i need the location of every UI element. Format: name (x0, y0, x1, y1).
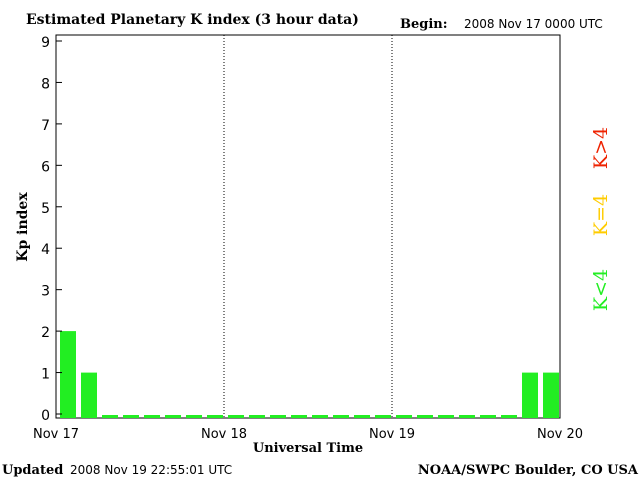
y-axis: 0 1 2 3 4 5 6 7 8 9 (41, 35, 62, 424)
bars-group (60, 331, 559, 418)
kp-bar (543, 372, 559, 418)
x-axis-label: Universal Time (253, 441, 363, 456)
x-tick-label: Nov 19 (369, 427, 415, 442)
chart-title: Estimated Planetary K index (3 hour data… (26, 12, 359, 28)
kp-bar (144, 415, 160, 418)
kp-bar (291, 415, 307, 418)
kp-bar (438, 415, 454, 418)
updated-label: Updated (2, 463, 63, 478)
kp-bar (417, 415, 433, 418)
kp-bar (165, 415, 181, 418)
kp-bar (459, 415, 475, 418)
kp-bar (228, 415, 244, 418)
kp-bar (333, 415, 349, 418)
kp-bar (480, 415, 496, 418)
y-tick-label: 4 (41, 242, 50, 258)
kp-bar (60, 331, 76, 418)
kp-bar (123, 415, 139, 418)
day-separators (223, 35, 393, 418)
x-tick-label: Nov 20 (537, 427, 583, 442)
kp-bar (270, 415, 286, 418)
plot-frame (55, 34, 561, 419)
y-tick-label: 9 (41, 35, 50, 51)
kp-bar (396, 415, 412, 418)
y-tick-label: 8 (41, 76, 50, 92)
updated-value: 2008 Nov 19 22:55:01 UTC (70, 463, 232, 477)
legend-k-equal-4: K=4 (590, 194, 612, 236)
x-tick-label: Nov 17 (33, 427, 79, 442)
kp-bar (501, 415, 517, 418)
kp-bar (522, 372, 538, 418)
begin-value: 2008 Nov 17 0000 UTC (464, 17, 603, 31)
y-tick-label: 3 (41, 284, 50, 300)
kp-bar (354, 415, 370, 418)
kp-bar (186, 415, 202, 418)
y-tick-label: 5 (41, 201, 50, 217)
x-axis: Nov 17 Nov 18 Nov 19 Nov 20 (33, 427, 583, 442)
x-tick-label: Nov 18 (201, 427, 247, 442)
y-tick-label: 1 (41, 367, 50, 383)
legend-k-greater-4: K>4 (590, 127, 612, 169)
y-tick-label: 0 (41, 408, 50, 424)
kp-bar (249, 415, 265, 418)
kp-bar (207, 415, 223, 418)
source-credit: NOAA/SWPC Boulder, CO USA (418, 463, 639, 478)
y-axis-label: Kp index (15, 192, 31, 262)
kp-bar (81, 372, 97, 418)
begin-label: Begin: (400, 17, 448, 32)
kp-bar (102, 415, 118, 418)
kp-bar (375, 415, 391, 418)
legend-k-less-4: K<4 (590, 269, 612, 311)
kp-bar (312, 415, 328, 418)
y-tick-label: 2 (41, 325, 50, 341)
y-tick-label: 6 (41, 159, 50, 175)
y-tick-label: 7 (41, 118, 50, 134)
